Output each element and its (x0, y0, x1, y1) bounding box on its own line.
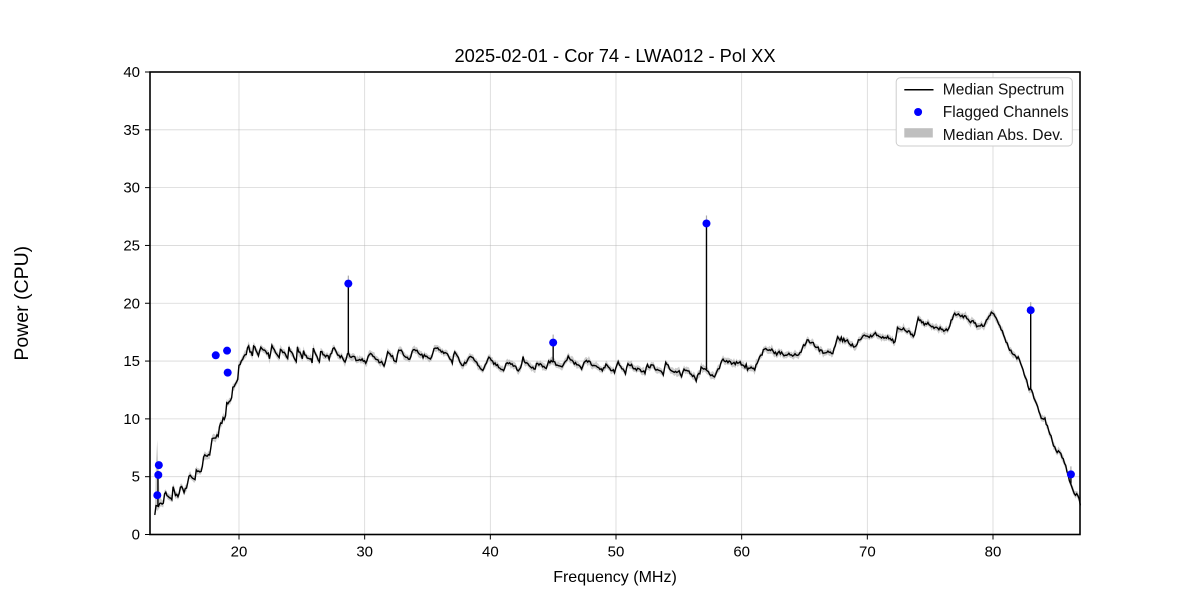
svg-text:30: 30 (123, 180, 140, 197)
svg-text:10: 10 (123, 411, 140, 428)
svg-text:Median Abs. Dev.: Median Abs. Dev. (943, 127, 1063, 144)
svg-text:30: 30 (356, 544, 373, 561)
svg-text:2025-02-01 - Cor 74 - LWA012 -: 2025-02-01 - Cor 74 - LWA012 - Pol XX (454, 45, 775, 66)
svg-text:35: 35 (123, 122, 140, 139)
svg-text:20: 20 (231, 544, 248, 561)
svg-text:Median Spectrum: Median Spectrum (943, 82, 1064, 99)
svg-text:Flagged Channels: Flagged Channels (943, 104, 1069, 121)
svg-text:Frequency (MHz): Frequency (MHz) (553, 569, 677, 586)
svg-text:Power (CPU): Power (CPU) (11, 246, 33, 361)
svg-text:40: 40 (482, 544, 499, 561)
svg-text:25: 25 (123, 237, 140, 254)
svg-text:0: 0 (132, 527, 140, 544)
svg-text:50: 50 (608, 544, 625, 561)
svg-text:20: 20 (123, 295, 140, 312)
svg-text:5: 5 (132, 469, 140, 486)
svg-text:40: 40 (123, 64, 140, 81)
svg-text:15: 15 (123, 353, 140, 370)
svg-text:80: 80 (985, 544, 1002, 561)
svg-text:60: 60 (733, 544, 750, 561)
svg-text:70: 70 (859, 544, 876, 561)
